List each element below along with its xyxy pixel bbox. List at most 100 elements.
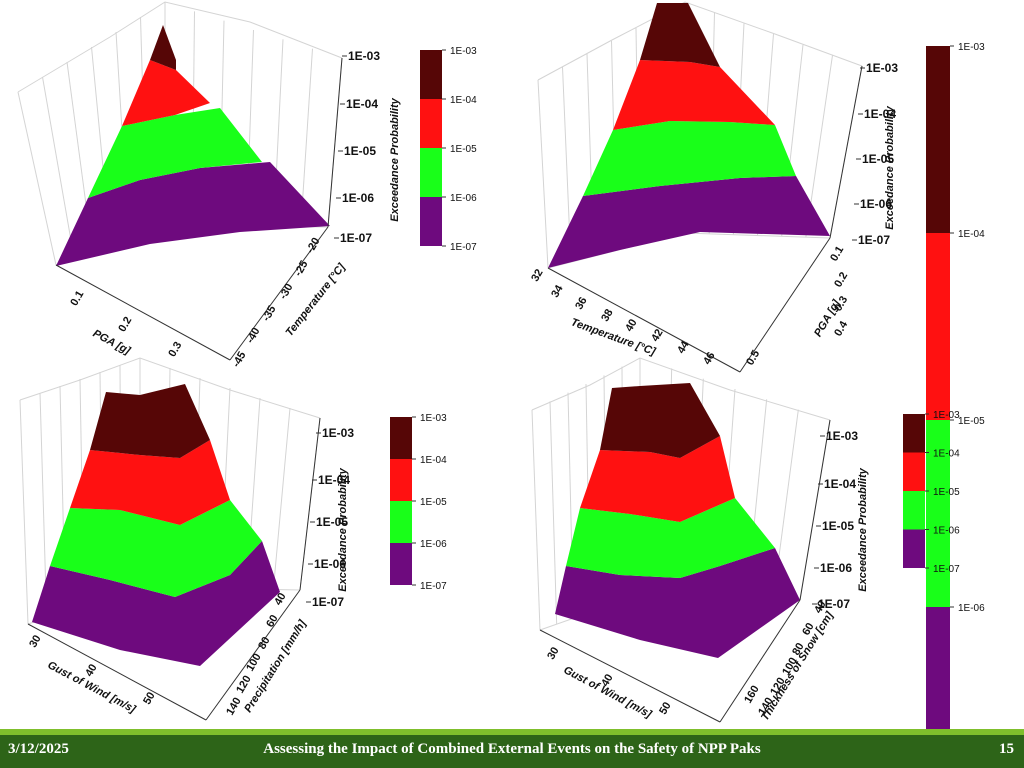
- x-axis-line: [55, 264, 231, 361]
- grid-left-edge: [531, 409, 541, 631]
- surface-band-1e-05-1e-04: [580, 436, 735, 522]
- legend-swatch: [926, 607, 950, 730]
- y-tick-label: 0.2: [832, 270, 850, 289]
- z-tick-label: 1E-07: [312, 595, 344, 609]
- y-tick-label: -45: [230, 350, 248, 370]
- chart-3: 1E-03 1E-04 1E-05 1E-06 1E-07 Exceedance Prob…: [19, 357, 447, 721]
- legend-level-label: 1E-06: [958, 603, 985, 614]
- x-tick-label: 40: [83, 662, 100, 679]
- z-axis-label: Exceedance Probability: [389, 97, 401, 221]
- legend-swatch: [926, 420, 950, 607]
- z-tick-label: 1E-05: [822, 519, 854, 533]
- surface-band-1e-07-1e-06: [56, 162, 330, 266]
- legend-level-label: 1E-06: [933, 526, 960, 537]
- y-axis-line: [739, 237, 831, 373]
- z-tick-label: 1E-05: [344, 144, 376, 158]
- x-tick-label: 30: [545, 645, 562, 662]
- legend-level-label: 1E-03: [933, 410, 960, 421]
- z-tick-label: 1E-04: [346, 97, 378, 111]
- x-tick-label: 36: [573, 295, 590, 312]
- legend-swatch: [903, 452, 925, 491]
- x-tick-label: 0.1: [68, 289, 86, 308]
- y-tick-label: 100: [244, 652, 264, 674]
- z-tick-label: 1E-03: [348, 49, 380, 63]
- y-tick-label: 140: [224, 696, 244, 718]
- z-tick-label: 1E-03: [866, 61, 898, 75]
- x-axis-label: Temperature [°C]: [569, 316, 657, 358]
- footer-page-number: 15: [999, 741, 1014, 757]
- legend-level-label: 1E-05: [933, 487, 960, 498]
- legend-level-label: 1E-07: [450, 242, 477, 253]
- y-tick-label: -30: [277, 282, 295, 302]
- legend-swatch: [390, 459, 412, 501]
- footer-accent-strip: [0, 729, 1024, 735]
- z-tick-label: 1E-05: [316, 515, 348, 529]
- legend-level-label: 1E-03: [420, 413, 447, 424]
- plots-canvas: 1E-03 1E-04 1E-05 1E-06 1E-07 Exceedance Prob…: [17, 1, 985, 730]
- y-tick-label: 40: [272, 591, 289, 608]
- legend-swatch: [903, 529, 925, 568]
- y-tick-label: -25: [292, 259, 310, 279]
- z-tick-label: 1E-06: [314, 557, 346, 571]
- legend-colorbar: 1E-03 1E-04 1E-05 1E-06 1E-07: [903, 410, 960, 575]
- chart-4: 1E-03 1E-04 1E-05 1E-06 1E-07 Exceedance Prob…: [531, 357, 960, 723]
- legend-swatch: [420, 148, 442, 197]
- legend-level-label: 1E-05: [958, 416, 985, 427]
- y-tick-label: -40: [244, 326, 262, 346]
- legend-swatch: [420, 197, 442, 246]
- x-tick-label: 30: [27, 633, 44, 650]
- footer-date: 3/12/2025: [8, 741, 69, 757]
- z-axis-label: Exceedance Probability: [857, 467, 869, 591]
- grid-line: [42, 76, 75, 259]
- surface-band-1e-07-1e-06: [548, 176, 830, 268]
- surface-band-1e-06-1e-05: [50, 500, 262, 597]
- legend-level-label: 1E-03: [450, 46, 477, 57]
- surface-band-1e-06-1e-05: [583, 121, 796, 196]
- z-tick-label: 1E-07: [818, 597, 850, 611]
- legend-swatch: [926, 233, 950, 420]
- x-tick-label: 0.3: [166, 340, 184, 359]
- z-tick-label: 1E-06: [860, 197, 892, 211]
- footer-title: Assessing the Impact of Combined Externa…: [263, 741, 761, 757]
- legend-level-label: 1E-04: [933, 449, 960, 460]
- z-axis-line: [299, 417, 321, 591]
- x-tick-label: 50: [141, 690, 158, 707]
- x-tick-label: 40: [623, 317, 640, 334]
- x-tick-label: 50: [657, 700, 674, 717]
- legend-level-label: 1E-07: [420, 581, 447, 592]
- y-tick-label: 40: [812, 599, 829, 616]
- y-tick-label: 0.5: [744, 348, 762, 367]
- y-tick-label: 60: [800, 621, 817, 638]
- legend-swatch: [390, 501, 412, 543]
- legend-swatch: [390, 417, 412, 459]
- z-tick-label: 1E-03: [322, 426, 354, 440]
- z-axis-line: [829, 65, 863, 239]
- surface-band-1e-05-1e-04: [613, 60, 775, 130]
- grid-left-edge: [19, 399, 29, 625]
- surface-band-1e-04-1e-03: [150, 25, 176, 70]
- surface-band-1e-04-1e-03: [640, 3, 720, 67]
- legend-level-label: 1E-07: [933, 564, 960, 575]
- y-tick-label: 80: [256, 635, 273, 652]
- y-axis-line: [719, 599, 801, 723]
- grid-left-edge: [17, 91, 57, 266]
- x-tick-label: 46: [701, 350, 718, 367]
- legend-level-label: 1E-04: [450, 95, 477, 106]
- y-tick-label: 60: [264, 613, 281, 630]
- y-tick-label: 80: [790, 641, 807, 658]
- legend-swatch: [926, 46, 950, 233]
- legend-colorbar: 1E-03 1E-04 1E-05 1E-06 1E-07: [390, 413, 447, 592]
- z-axis-label: Exceedance Probability: [337, 467, 349, 591]
- x-tick-label: 42: [649, 327, 666, 344]
- z-axis-label: Exceedance Probability: [884, 105, 896, 229]
- x-axis-line: [539, 629, 721, 723]
- x-tick-label: 0.2: [116, 315, 134, 334]
- legend-swatch: [903, 491, 925, 530]
- z-tick-label: 1E-04: [824, 477, 856, 491]
- grid-line: [272, 407, 291, 590]
- legend-level-label: 1E-06: [420, 539, 447, 550]
- z-tick-label: 1E-04: [864, 107, 896, 121]
- x-tick-label: 44: [675, 338, 692, 355]
- y-axis-line: [205, 589, 301, 721]
- z-tick-label: 1E-07: [340, 231, 372, 245]
